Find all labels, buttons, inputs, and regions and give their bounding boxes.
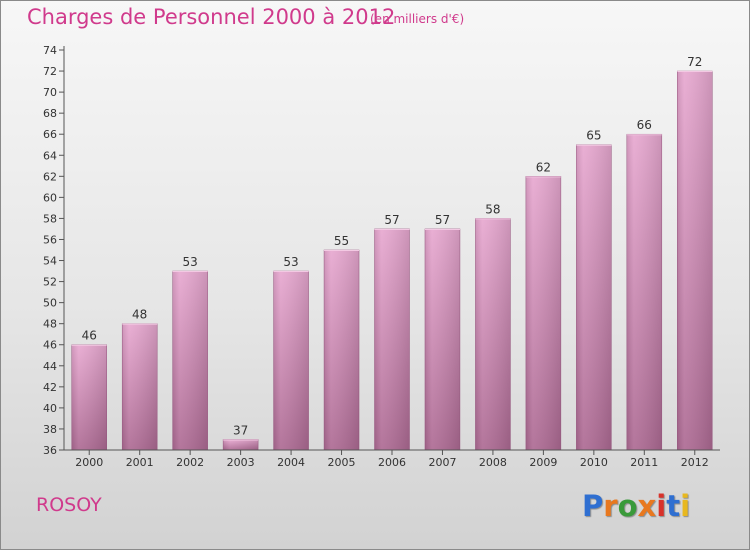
y-tick-label: 66 [43, 128, 57, 141]
bar-shading [122, 323, 158, 450]
x-axis: 2000 2001 2002 2003 2004 2005 2006 2007 2008 2009… [64, 449, 720, 469]
commune-name: ROSOY [36, 494, 102, 516]
y-tick-label: 42 [43, 381, 57, 394]
x-tick-label: 2011 [630, 456, 658, 469]
bar-shading [424, 228, 460, 450]
logo-letter: x [637, 489, 657, 523]
y-tick-label: 62 [43, 170, 57, 183]
data-label: 57 [384, 213, 399, 227]
x-tick-label: 2001 [126, 456, 154, 469]
logo-letter: o [617, 489, 638, 523]
bar-shading [374, 228, 410, 450]
y-axis: 36 38 40 42 44 46 48 50 52 54 56 58 60 62 64 66 68 70 72 74 [43, 44, 65, 457]
data-label: 55 [334, 234, 349, 248]
x-tick-label: 2003 [227, 456, 255, 469]
bar-shading [525, 176, 561, 450]
proxiti-logo: Proxiti [582, 489, 690, 523]
bar-shading [324, 250, 360, 450]
x-tick-label: 2012 [681, 456, 709, 469]
y-tick-label: 54 [43, 255, 57, 268]
x-tick-label: 2009 [529, 456, 557, 469]
data-label: 58 [485, 202, 500, 216]
y-tick-label: 50 [43, 297, 57, 310]
data-label: 37 [233, 423, 248, 437]
logo-letter: P [582, 489, 604, 523]
y-tick-label: 40 [43, 402, 57, 415]
y-tick-label: 74 [43, 44, 57, 57]
data-label: 48 [132, 308, 147, 322]
bar-shading [223, 439, 259, 450]
data-label: 62 [536, 160, 551, 174]
bar-shading [677, 71, 713, 450]
data-label: 53 [183, 255, 198, 269]
x-tick-label: 2008 [479, 456, 507, 469]
y-tick-label: 48 [43, 318, 57, 331]
bars: 46 48 53 37 53 55 57 57 58 62 65 66 72 [71, 55, 713, 451]
y-tick-label: 56 [43, 233, 57, 246]
y-tick-label: 64 [43, 149, 57, 162]
y-tick-label: 44 [43, 360, 57, 373]
x-tick-label: 2004 [277, 456, 305, 469]
y-tick-label: 46 [43, 339, 57, 352]
x-tick-label: 2006 [378, 456, 406, 469]
y-tick-label: 60 [43, 191, 57, 204]
x-tick-label: 2002 [176, 456, 204, 469]
x-tick-label: 2010 [580, 456, 608, 469]
y-tick-label: 68 [43, 107, 57, 120]
data-label: 72 [687, 55, 702, 69]
data-label: 66 [637, 118, 652, 132]
logo-letter: i [656, 489, 667, 523]
logo-letter: t [666, 489, 681, 523]
y-tick-label: 72 [43, 65, 57, 78]
y-tick-label: 52 [43, 276, 57, 289]
chart-subtitle: (en milliers d'€) [370, 12, 465, 26]
y-tick-label: 38 [43, 423, 57, 436]
bar-shading [71, 344, 107, 450]
data-label: 53 [283, 255, 298, 269]
bar-shading [626, 134, 662, 451]
data-label: 46 [82, 329, 97, 343]
bar-shading [576, 144, 612, 450]
y-tick-label: 36 [43, 444, 57, 457]
y-tick-label: 58 [43, 212, 57, 225]
bar-shading [475, 218, 511, 450]
data-label: 65 [586, 129, 601, 143]
data-label: 57 [435, 213, 450, 227]
bar-shading [172, 271, 208, 450]
logo-letter: i [680, 489, 691, 523]
x-tick-label: 2005 [328, 456, 356, 469]
y-tick-label: 70 [43, 86, 57, 99]
logo-letter: r [603, 489, 618, 523]
x-tick-label: 2000 [75, 456, 103, 469]
chart-title: Charges de Personnel 2000 à 2012 [27, 5, 396, 29]
bar-shading [273, 271, 309, 450]
x-tick-label: 2007 [428, 456, 456, 469]
